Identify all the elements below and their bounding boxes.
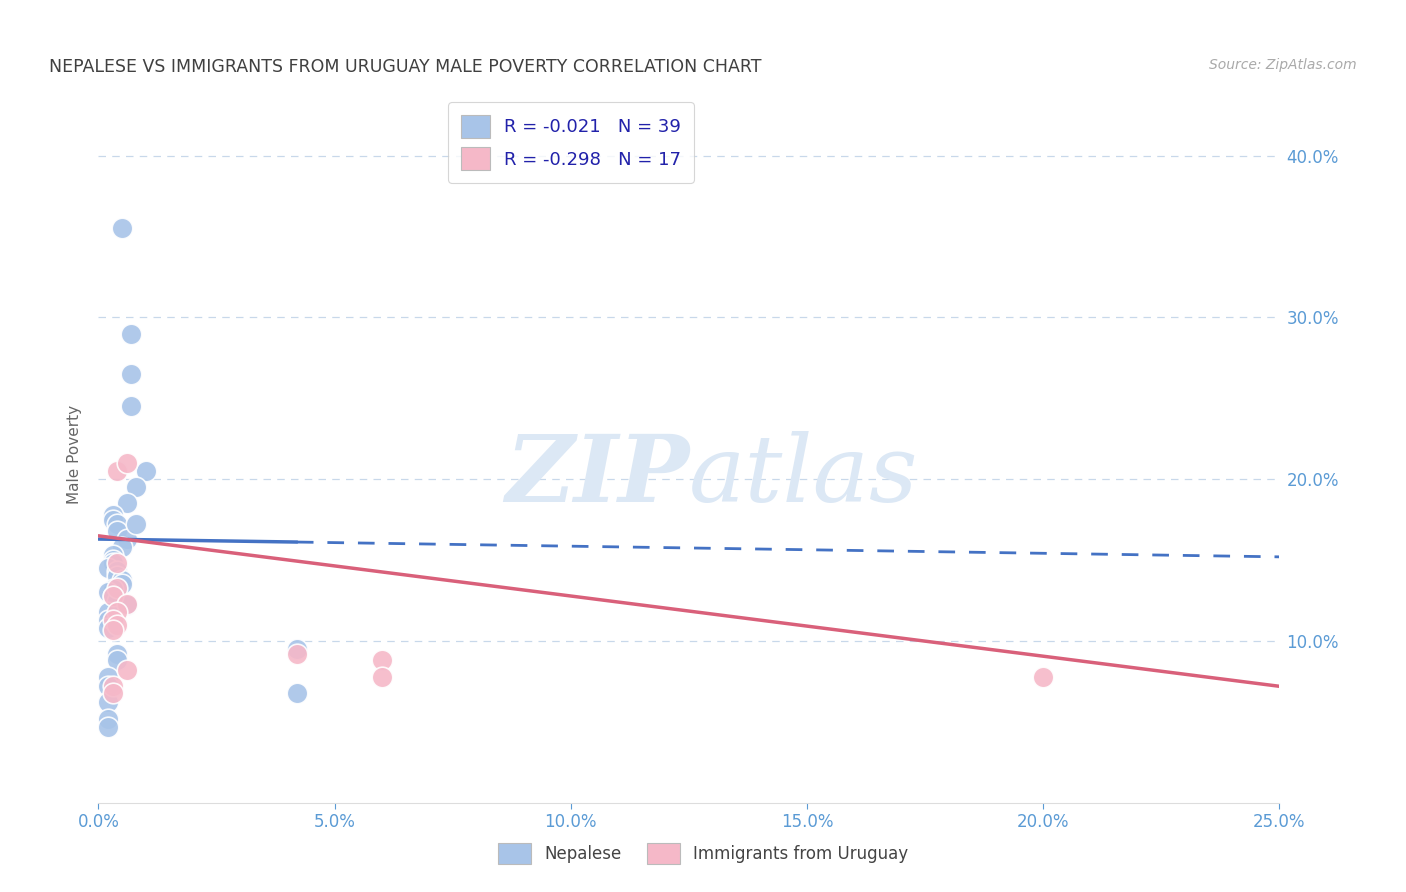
Point: [101, 613, 124, 627]
Point: [105, 581, 128, 595]
Point: [97, 605, 120, 619]
Point: [97, 712, 120, 726]
Point: [101, 686, 124, 700]
Point: [101, 508, 124, 522]
Point: [115, 597, 138, 611]
Legend: R = -0.021   N = 39, R = -0.298   N = 17: R = -0.021 N = 39, R = -0.298 N = 17: [449, 103, 693, 183]
Point: [101, 513, 124, 527]
Point: [101, 557, 124, 571]
Point: [111, 221, 134, 235]
Point: [115, 496, 138, 510]
Point: [371, 670, 394, 684]
Point: [97, 561, 120, 575]
Point: [101, 553, 124, 567]
Point: [285, 686, 308, 700]
Point: [105, 517, 128, 532]
Point: [125, 517, 148, 532]
Point: [101, 623, 124, 637]
Point: [105, 565, 128, 579]
Text: Source: ZipAtlas.com: Source: ZipAtlas.com: [1209, 58, 1357, 72]
Point: [105, 524, 128, 538]
Legend: Nepalese, Immigrants from Uruguay: Nepalese, Immigrants from Uruguay: [491, 837, 915, 871]
Point: [101, 679, 124, 693]
Point: [121, 367, 143, 381]
Point: [101, 589, 124, 603]
Text: ZIP: ZIP: [505, 431, 689, 521]
Point: [97, 585, 120, 599]
Y-axis label: Male Poverty: Male Poverty: [67, 405, 83, 505]
Point: [105, 593, 128, 607]
Point: [97, 613, 120, 627]
Point: [135, 464, 157, 478]
Point: [105, 647, 128, 661]
Point: [121, 400, 143, 414]
Point: [111, 573, 134, 587]
Point: [115, 532, 138, 546]
Point: [115, 456, 138, 470]
Point: [101, 548, 124, 562]
Point: [101, 582, 124, 597]
Point: [121, 326, 143, 341]
Point: [371, 653, 394, 667]
Point: [105, 605, 128, 619]
Point: [111, 577, 134, 591]
Text: atlas: atlas: [689, 431, 918, 521]
Point: [285, 647, 308, 661]
Point: [105, 617, 128, 632]
Point: [105, 653, 128, 667]
Point: [105, 557, 128, 571]
Point: [101, 589, 124, 603]
Point: [1032, 670, 1054, 684]
Point: [125, 480, 148, 494]
Point: [97, 679, 120, 693]
Point: [97, 670, 120, 684]
Point: [285, 642, 308, 657]
Point: [97, 696, 120, 710]
Point: [105, 569, 128, 583]
Point: [115, 663, 138, 677]
Point: [111, 540, 134, 554]
Point: [97, 621, 120, 635]
Text: NEPALESE VS IMMIGRANTS FROM URUGUAY MALE POVERTY CORRELATION CHART: NEPALESE VS IMMIGRANTS FROM URUGUAY MALE…: [49, 58, 762, 76]
Point: [105, 464, 128, 478]
Point: [97, 720, 120, 734]
Point: [115, 599, 138, 613]
